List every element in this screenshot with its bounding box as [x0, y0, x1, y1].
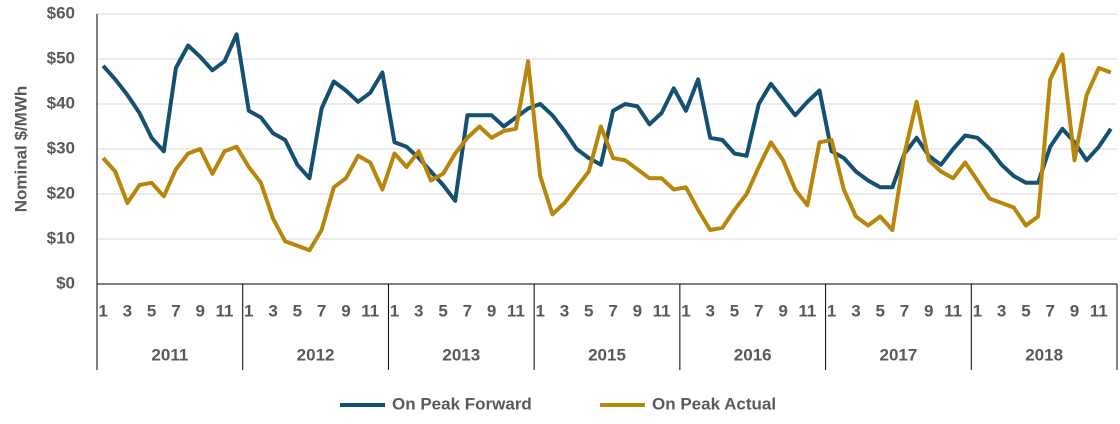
- x-tick-label: 1: [244, 301, 253, 320]
- x-tick-label: 7: [900, 301, 909, 320]
- y-tick-label: $0: [56, 273, 75, 292]
- group-label: 2013: [442, 345, 480, 364]
- group-label: 2015: [588, 345, 626, 364]
- x-tick-label: 3: [851, 301, 860, 320]
- group-label: 2012: [297, 345, 335, 364]
- series-line: [101, 52, 1112, 253]
- x-tick-label: 3: [997, 301, 1006, 320]
- x-tick-label: 7: [754, 301, 763, 320]
- x-tick-label: 1: [827, 301, 836, 320]
- y-tick-label: $60: [47, 3, 75, 22]
- x-tick-label: 3: [123, 301, 132, 320]
- x-tick-label: 1: [98, 301, 107, 320]
- x-tick-label: 1: [535, 301, 544, 320]
- x-tick-label: 5: [147, 301, 156, 320]
- y-axis-label: Nominal $/MWh: [11, 86, 30, 213]
- x-tick-label: 7: [317, 301, 326, 320]
- x-tick-label: 11: [507, 301, 525, 320]
- x-tick-label: 9: [341, 301, 350, 320]
- x-tick-label: 1: [681, 301, 690, 320]
- x-tick-label: 5: [730, 301, 739, 320]
- group-label: 2016: [734, 345, 772, 364]
- x-tick-label: 9: [487, 301, 496, 320]
- y-tick-label: $20: [47, 183, 75, 202]
- y-tick-label: $30: [47, 138, 75, 157]
- x-tick-label: 3: [705, 301, 714, 320]
- x-tick-label: 9: [924, 301, 933, 320]
- x-tick-label: 3: [560, 301, 569, 320]
- group-label: 2017: [880, 345, 918, 364]
- x-tick-label: 9: [1070, 301, 1079, 320]
- group-label: 2011: [151, 345, 188, 364]
- y-tick-label: $40: [47, 93, 75, 112]
- x-tick-label: 11: [653, 301, 671, 320]
- x-tick-label: 7: [171, 301, 180, 320]
- x-tick-label: 11: [216, 301, 234, 320]
- x-tick-label: 7: [1045, 301, 1054, 320]
- x-tick-label: 7: [608, 301, 617, 320]
- x-tick-label: 3: [414, 301, 423, 320]
- x-tick-label: 5: [875, 301, 884, 320]
- x-tick-label: 5: [438, 301, 447, 320]
- x-tick-label: 9: [633, 301, 642, 320]
- x-tick-label: 5: [1021, 301, 1030, 320]
- y-tick-label: $50: [47, 48, 75, 67]
- x-tick-label: 7: [463, 301, 472, 320]
- x-tick-label: 11: [798, 301, 816, 320]
- x-tick-label: 11: [361, 301, 379, 320]
- x-tick-label: 1: [973, 301, 982, 320]
- legend-label: On Peak Actual: [652, 394, 776, 413]
- x-tick-label: 5: [584, 301, 593, 320]
- group-label: 2018: [1025, 345, 1063, 364]
- x-tick-label: 3: [268, 301, 277, 320]
- x-tick-label: 11: [944, 301, 962, 320]
- legend-label: On Peak Forward: [392, 394, 532, 413]
- y-tick-label: $10: [47, 228, 75, 247]
- x-tick-label: 5: [293, 301, 302, 320]
- x-tick-label: 1: [390, 301, 399, 320]
- x-tick-label: 11: [1090, 301, 1108, 320]
- x-tick-label: 9: [778, 301, 787, 320]
- x-tick-label: 9: [195, 301, 204, 320]
